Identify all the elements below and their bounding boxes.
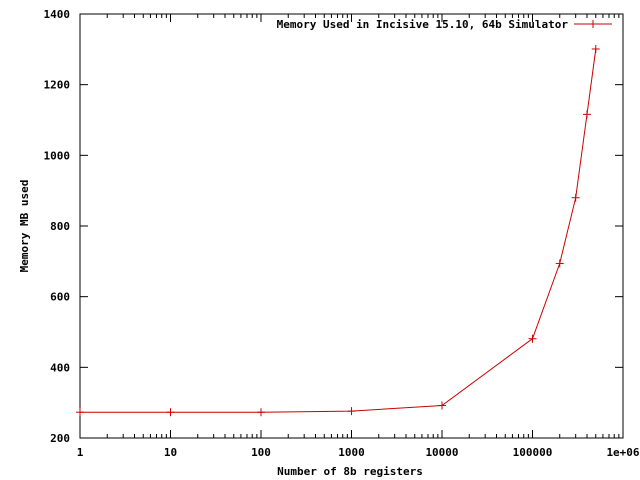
y-tick-label: 1400	[44, 8, 71, 21]
y-tick-label: 200	[50, 432, 70, 445]
x-tick-label: 100000	[513, 446, 553, 459]
data-point-marker	[347, 407, 356, 416]
x-tick-label: 1e+06	[606, 446, 639, 459]
series-group	[76, 44, 600, 417]
y-tick-label: 1200	[44, 79, 71, 92]
data-point-marker	[257, 408, 265, 417]
data-point-marker	[571, 193, 580, 202]
legend: Memory Used in Incisive 15.10, 64b Simul…	[277, 18, 612, 31]
y-tick-label: 400	[50, 361, 70, 374]
data-point-marker	[528, 334, 537, 343]
y-tick-label: 600	[50, 291, 70, 304]
x-tick-label: 100	[251, 446, 271, 459]
data-point-marker	[591, 44, 600, 53]
legend-series-marker	[589, 20, 597, 28]
x-tick-label: 10	[164, 446, 177, 459]
x-tick-label: 1000	[338, 446, 365, 459]
data-point-marker	[76, 408, 84, 417]
x-tick-label: 10000	[425, 446, 458, 459]
x-axis-ticks: 1 10 100 1000 10000 100000 1e+06	[77, 14, 640, 459]
data-point-marker	[166, 408, 175, 417]
data-point-marker	[438, 401, 446, 410]
y-tick-label: 1000	[44, 149, 71, 162]
y-axis-label: Memory MB used	[18, 180, 31, 273]
data-point-marker	[582, 110, 591, 119]
data-point-marker	[555, 259, 564, 268]
x-tick-label: 1	[77, 446, 84, 459]
y-tick-label: 800	[50, 220, 70, 233]
x-axis-label: Number of 8b registers	[277, 465, 423, 478]
legend-series-label: Memory Used in Incisive 15.10, 64b Simul…	[277, 18, 569, 31]
plot-area-frame	[79, 13, 624, 439]
series-line	[80, 48, 597, 413]
y-axis-ticks: 200 400 600 800 1000 1200 1400	[44, 8, 623, 445]
